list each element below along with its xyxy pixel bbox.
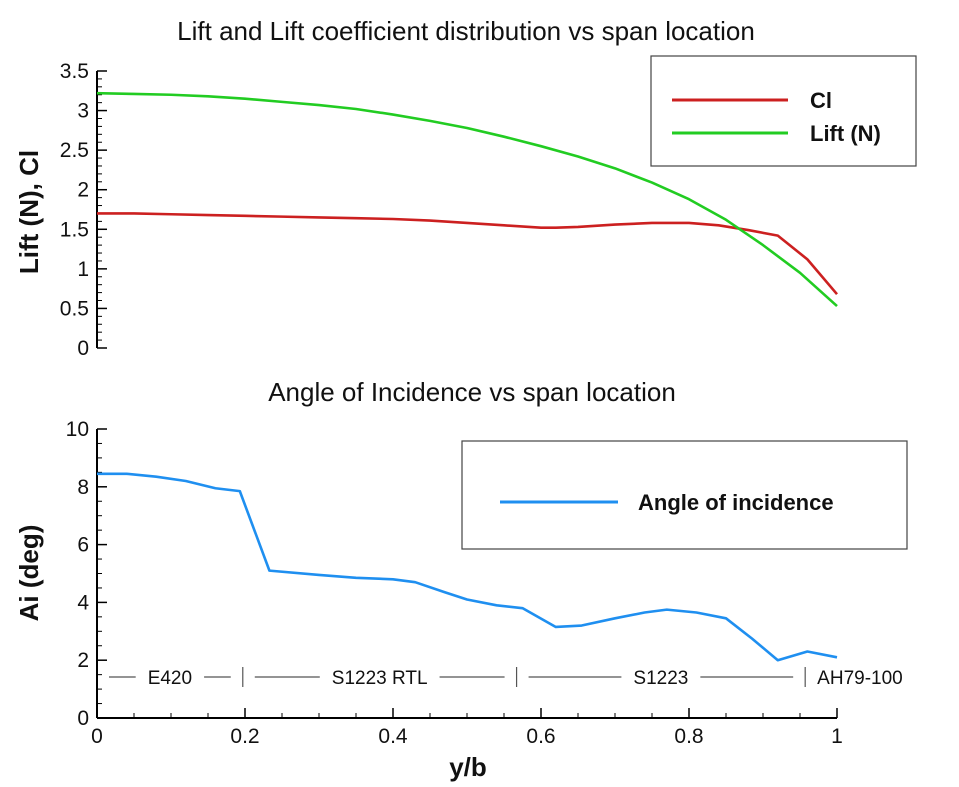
incidence-chart-legend: Angle of incidence: [461, 440, 908, 550]
section-label: S1223: [633, 668, 688, 689]
airfoil-section-annotations: E420 S1223 RTL S1223 AH79-100: [109, 667, 903, 689]
lift-y-tick-label: 1.5: [60, 218, 89, 241]
cl-series-line: [97, 212, 838, 296]
legend-label-angle: Angle of incidence: [638, 490, 834, 515]
incidence-y-tick-label: 4: [77, 591, 89, 614]
section-label: AH79-100: [817, 668, 903, 689]
legend-label-cl: Cl: [810, 88, 832, 113]
incidence-chart-title: Angle of Incidence vs span location: [268, 377, 676, 407]
x-tick-label: 0.4: [378, 725, 408, 748]
lift-chart-series: [96, 91, 838, 308]
lift-y-tick-label: 0: [77, 337, 89, 360]
x-tick-label: 0.8: [674, 725, 703, 748]
incidence-chart: Angle of Incidence vs span location Ai (…: [14, 377, 908, 782]
x-tick-label: 0.2: [230, 725, 259, 748]
section-label: S1223 RTL: [332, 668, 428, 689]
x-tick-label: 1: [831, 725, 843, 748]
x-tick-label: 0: [91, 725, 103, 748]
section-label: E420: [148, 668, 192, 689]
incidence-chart-x-ticks: 0 0.2 0.4 0.6 0.8 1: [91, 708, 843, 748]
lift-y-tick-label: 1: [77, 258, 89, 281]
incidence-chart-y-axis-label: Ai (deg): [14, 525, 44, 622]
incidence-chart-x-axis-label: y/b: [449, 752, 487, 782]
incidence-y-tick-label: 2: [77, 649, 89, 672]
angle-of-incidence-series-line: [97, 472, 838, 662]
lift-chart-y-ticks: 0 0.5 1 1.5 2 2.5 3 3.5: [60, 60, 107, 360]
lift-y-tick-label: 2.5: [60, 139, 89, 162]
incidence-y-tick-label: 0: [77, 707, 89, 730]
x-tick-label: 0.6: [526, 725, 555, 748]
incidence-chart-legend-box: [461, 440, 908, 550]
lift-chart-y-axis-label: Lift (N), Cl: [14, 150, 44, 274]
legend-label-lift: Lift (N): [810, 121, 881, 146]
lift-y-tick-label: 0.5: [60, 297, 89, 320]
lift-chart-legend-box: [650, 55, 917, 167]
incidence-chart-series: [97, 472, 838, 662]
lift-y-tick-label: 3: [77, 100, 89, 123]
lift-series-line: [96, 91, 838, 308]
incidence-chart-y-ticks: 0 2 4 6 8 10: [66, 418, 107, 730]
lift-chart-title: Lift and Lift coefficient distribution v…: [177, 16, 755, 46]
lift-y-tick-label: 2: [77, 179, 89, 202]
incidence-y-tick-label: 6: [77, 534, 89, 557]
incidence-y-tick-label: 10: [66, 418, 89, 441]
lift-chart: Lift and Lift coefficient distribution v…: [14, 16, 917, 360]
lift-chart-legend: Cl Lift (N): [650, 55, 917, 167]
lift-y-tick-label: 3.5: [60, 60, 89, 83]
incidence-y-tick-label: 8: [77, 476, 89, 499]
